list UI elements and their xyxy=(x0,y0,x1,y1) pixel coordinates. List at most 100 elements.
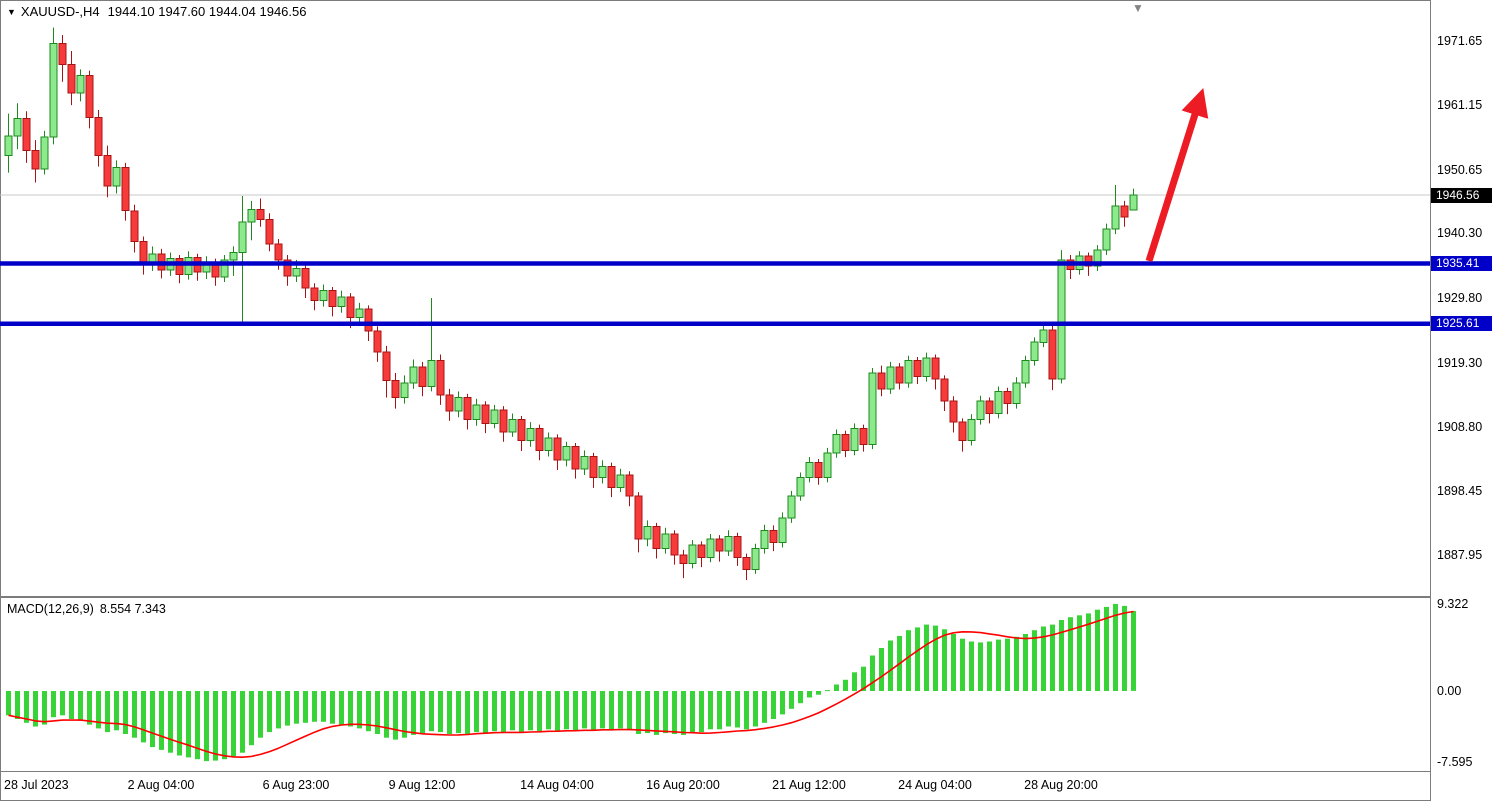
time-tick-label: 28 Jul 2023 xyxy=(4,778,69,792)
candle xyxy=(679,554,688,564)
macd-histogram-bar xyxy=(915,627,920,691)
price-chart[interactable] xyxy=(0,0,1430,596)
macd-histogram-bar xyxy=(87,691,92,725)
candle xyxy=(472,404,481,421)
price-tick-label: 1950.65 xyxy=(1437,162,1483,177)
macd-histogram-bar xyxy=(1086,613,1091,691)
macd-histogram-bar xyxy=(690,691,695,733)
macd-histogram-bar xyxy=(96,691,101,729)
candle xyxy=(778,517,787,544)
price-tick-label: 1929.80 xyxy=(1437,291,1483,305)
candle xyxy=(661,533,670,550)
price-tick-label: 1898.45 xyxy=(1437,483,1483,498)
candle xyxy=(598,465,607,478)
macd-histogram-bar xyxy=(222,691,227,760)
macd-histogram-bar xyxy=(132,691,137,738)
candle xyxy=(283,259,292,277)
macd-histogram-bar xyxy=(249,691,254,746)
macd-histogram-bar xyxy=(663,691,668,734)
candle xyxy=(1048,329,1057,380)
macd-histogram-bar xyxy=(1122,605,1127,691)
macd-histogram-bar xyxy=(735,691,740,728)
macd-histogram-bar xyxy=(807,691,812,698)
candle xyxy=(787,495,796,519)
candle xyxy=(355,308,364,319)
macd-histogram-bar xyxy=(213,691,218,761)
candle xyxy=(346,296,355,319)
macd-histogram-bar xyxy=(510,691,515,731)
macd-histogram-bar xyxy=(366,691,371,732)
candle xyxy=(337,296,346,308)
candle xyxy=(427,360,436,388)
candle xyxy=(94,116,103,156)
macd-histogram-bar xyxy=(420,691,425,734)
macd-pane[interactable]: MACD(12,26,9) 8.554 7.343 xyxy=(0,598,1430,771)
candle xyxy=(301,268,310,289)
macd-histogram-bar xyxy=(15,691,20,719)
macd-histogram-bar xyxy=(618,691,623,729)
price-axis[interactable]: 1971.65 1961.15 1950.65 1940.30 1929.80 1919.… xyxy=(1430,0,1504,801)
candle xyxy=(481,404,490,424)
macd-histogram-bar xyxy=(564,691,569,730)
macd-signal-line xyxy=(8,610,1134,758)
macd-histogram-bar xyxy=(348,691,353,727)
trend-arrow[interactable] xyxy=(1145,87,1209,263)
macd-histogram-bar xyxy=(852,672,857,691)
chart-shift-marker-icon[interactable]: ▼ xyxy=(1132,1,1144,15)
candle xyxy=(364,308,373,332)
candle xyxy=(256,209,265,220)
macd-histogram-bar xyxy=(960,638,965,691)
macd-histogram-bar xyxy=(411,691,416,735)
macd-histogram-bar xyxy=(1095,609,1100,691)
candle xyxy=(49,43,58,138)
candle xyxy=(112,167,121,187)
macd-histogram-bar xyxy=(42,691,47,725)
macd-histogram-bar xyxy=(33,691,38,727)
candle xyxy=(517,419,526,442)
candle xyxy=(265,218,274,245)
candle xyxy=(508,419,517,433)
macd-histogram-bar xyxy=(1068,617,1073,691)
candle xyxy=(310,287,319,302)
candle xyxy=(121,167,130,212)
candle xyxy=(247,209,256,223)
candle xyxy=(1120,205,1129,218)
macd-histogram-bar xyxy=(150,691,155,748)
candle xyxy=(373,330,382,353)
macd-histogram-bar xyxy=(654,691,659,735)
time-axis[interactable]: 28 Jul 2023 2 Aug 04:00 6 Aug 23:00 9 Aug 1… xyxy=(0,772,1430,800)
candle xyxy=(886,366,895,390)
candle xyxy=(1111,205,1120,230)
candle xyxy=(625,474,634,497)
candle xyxy=(454,397,463,412)
price-tick-label: 1887.95 xyxy=(1437,548,1483,563)
macd-histogram-bar xyxy=(303,691,308,723)
candle xyxy=(499,409,508,433)
pane-separator[interactable] xyxy=(0,596,1504,598)
macd-histogram-bar xyxy=(123,691,128,734)
macd-histogram-bar xyxy=(1014,636,1019,691)
candle xyxy=(238,221,247,254)
candle xyxy=(391,379,400,398)
macd-histogram-bar xyxy=(483,691,488,734)
macd-histogram-bar xyxy=(267,691,272,733)
macd-histogram-bar xyxy=(861,666,866,691)
macd-histogram-bar xyxy=(501,691,506,733)
macd-histogram-bar xyxy=(240,691,245,753)
price-tick-label: 1971.65 xyxy=(1437,33,1483,48)
macd-histogram-bar xyxy=(789,691,794,709)
candle xyxy=(553,437,562,461)
macd-histogram-bar xyxy=(78,691,83,721)
candle xyxy=(607,465,616,488)
macd-histogram-bar xyxy=(798,691,803,704)
macd-histogram-bar xyxy=(105,691,110,733)
macd-chart[interactable] xyxy=(0,598,1430,771)
collapse-arrow-icon[interactable]: ▼ xyxy=(7,7,16,17)
macd-histogram-bar xyxy=(942,629,947,691)
price-pane[interactable]: ▼ XAUUSD-,H4 1944.10 1947.60 1944.04 1946.… xyxy=(0,0,1430,596)
candle xyxy=(805,462,814,478)
macd-histogram-bar xyxy=(357,691,362,729)
candle xyxy=(1030,341,1039,362)
candle xyxy=(1093,249,1102,267)
level-price-badge: 1925.61 xyxy=(1431,316,1492,332)
